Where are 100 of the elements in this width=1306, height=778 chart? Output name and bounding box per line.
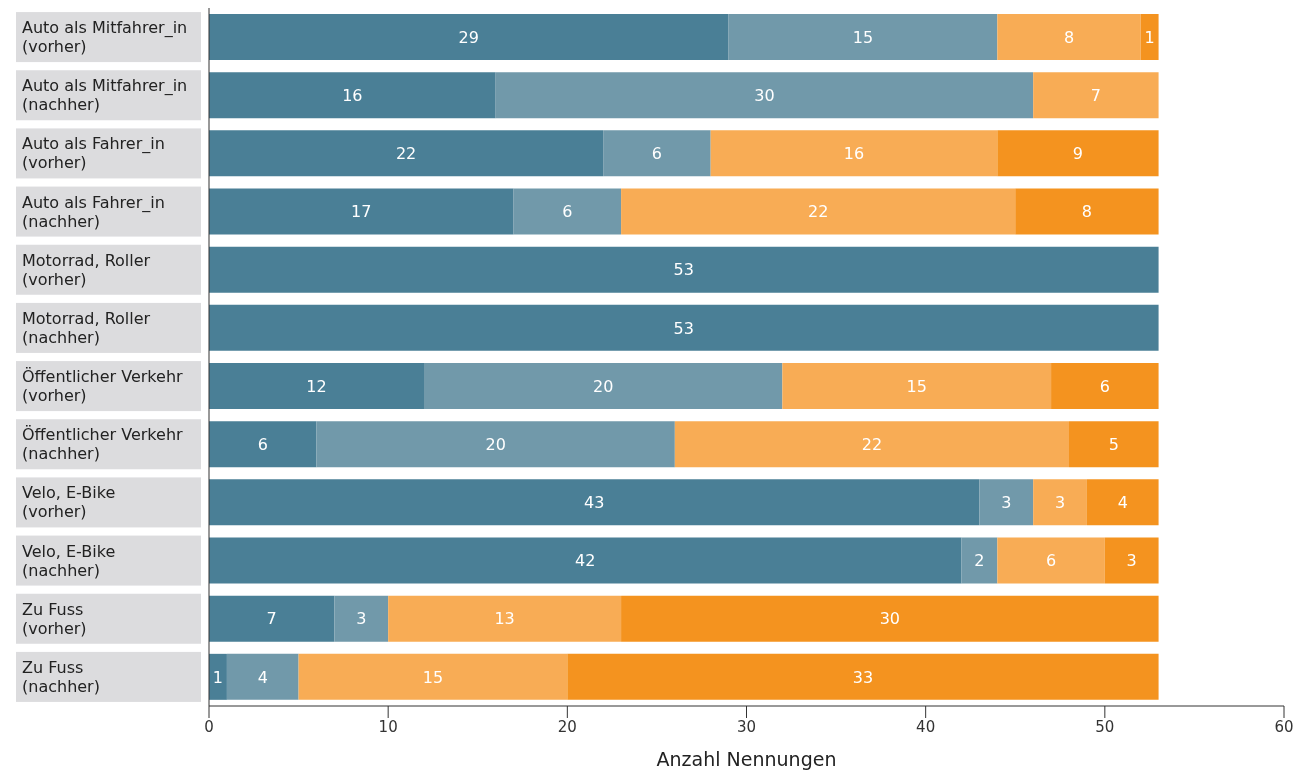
y-tick-label: Motorrad, Roller (vorher) <box>22 250 151 289</box>
data-label: 42 <box>575 551 596 571</box>
bar <box>1069 421 1159 468</box>
x-tick-label: 60 <box>1274 718 1294 736</box>
data-label: 1 <box>212 667 224 687</box>
bar <box>209 653 227 700</box>
data-label: 16 <box>342 85 363 105</box>
data-label: 6 <box>562 202 573 222</box>
data-label: 6 <box>1045 551 1057 571</box>
bar <box>209 14 729 60</box>
bar <box>513 188 622 235</box>
bar <box>209 130 604 177</box>
x-tick-label: 30 <box>736 718 757 736</box>
data-label: 30 <box>754 85 775 105</box>
bar <box>209 188 514 235</box>
data-label: 6 <box>1099 376 1110 396</box>
data-label: 33 <box>852 667 874 687</box>
bar <box>209 537 962 584</box>
bar <box>621 595 1159 642</box>
x-tick-label: 0 <box>204 718 214 736</box>
data-label: 3 <box>356 609 367 629</box>
data-label: 29 <box>458 27 479 47</box>
bar <box>209 72 496 119</box>
bar <box>334 595 389 642</box>
data-label: 22 <box>395 144 417 164</box>
data-label: 7 <box>1090 85 1101 105</box>
y-tick-label: Auto als Mitfahrer_in (nachher) <box>22 76 188 115</box>
y-tick-label: Zu Fuss (nachher) <box>22 657 100 696</box>
y-tick-label: Auto als Fahrer_in (nachher) <box>22 192 165 231</box>
data-label: 20 <box>485 434 506 454</box>
bar <box>1015 188 1159 235</box>
bar <box>209 421 317 468</box>
y-tick-label: Zu Fuss (vorher) <box>22 599 87 638</box>
data-label: 13 <box>494 609 515 629</box>
data-label: 8 <box>1063 27 1075 47</box>
data-label: 16 <box>843 144 865 164</box>
data-label: 53 <box>673 318 694 338</box>
data-label: 15 <box>422 667 444 687</box>
bar <box>209 595 335 642</box>
data-label: 30 <box>879 609 901 629</box>
bar <box>209 363 424 409</box>
bar <box>782 363 1052 409</box>
x-tick-label: 50 <box>1095 718 1115 736</box>
bar <box>979 479 1034 526</box>
data-label: 22 <box>807 202 829 222</box>
bar <box>621 188 1016 235</box>
data-label: 17 <box>351 202 372 222</box>
bar <box>226 653 299 700</box>
data-label: 3 <box>1054 493 1066 513</box>
data-label: 43 <box>584 493 605 513</box>
bar <box>603 130 711 177</box>
bar <box>1033 479 1087 526</box>
data-label: 53 <box>673 260 694 280</box>
bar <box>710 130 998 177</box>
y-tick-label: Öffentlicher Verkehr (nachher) <box>22 425 184 464</box>
data-label: 15 <box>906 376 927 396</box>
bar <box>1086 479 1159 526</box>
bar <box>316 421 675 468</box>
bar <box>1140 14 1159 60</box>
x-axis-title: Anzahl Nennungen <box>656 748 837 770</box>
y-tick-label: Öffentlicher Verkehr (vorher) <box>22 367 184 406</box>
data-label: 4 <box>257 667 268 687</box>
data-label: 3 <box>1126 551 1137 571</box>
bar <box>1033 72 1159 119</box>
data-label: 12 <box>306 376 327 396</box>
bar <box>997 537 1105 584</box>
y-tick-label: Motorrad, Roller (nachher) <box>22 308 151 347</box>
bar <box>209 304 1159 351</box>
bar <box>495 72 1034 119</box>
data-label: 4 <box>1117 493 1128 513</box>
data-label: 22 <box>861 434 883 454</box>
data-label: 8 <box>1081 202 1093 222</box>
data-label: 6 <box>257 434 268 454</box>
data-label: 15 <box>852 27 874 47</box>
y-tick-label: Velo, E-Bike (vorher) <box>22 483 116 522</box>
bar <box>567 653 1159 700</box>
data-label: 2 <box>974 551 985 571</box>
data-label: 3 <box>1001 493 1012 513</box>
bar <box>209 479 980 526</box>
data-label: 6 <box>651 144 663 164</box>
x-tick-label: 10 <box>378 718 398 736</box>
data-label: 1 <box>1144 27 1155 47</box>
bar <box>1104 537 1159 584</box>
bar <box>997 14 1141 60</box>
x-tick-label: 40 <box>916 718 936 736</box>
bar <box>388 595 622 642</box>
bar <box>424 363 783 409</box>
y-tick-label: Velo, E-Bike (nachher) <box>22 541 116 580</box>
bar <box>298 653 568 700</box>
bar <box>728 14 998 60</box>
bar <box>961 537 998 584</box>
data-label: 9 <box>1072 144 1084 164</box>
x-tick-label: 20 <box>557 718 577 736</box>
bar <box>997 130 1159 177</box>
data-label: 7 <box>266 609 277 629</box>
y-tick-label: Auto als Fahrer_in (vorher) <box>22 134 165 173</box>
bar <box>1051 363 1159 409</box>
data-label: 20 <box>592 376 614 396</box>
bar <box>209 246 1159 293</box>
data-label: 5 <box>1108 434 1119 454</box>
